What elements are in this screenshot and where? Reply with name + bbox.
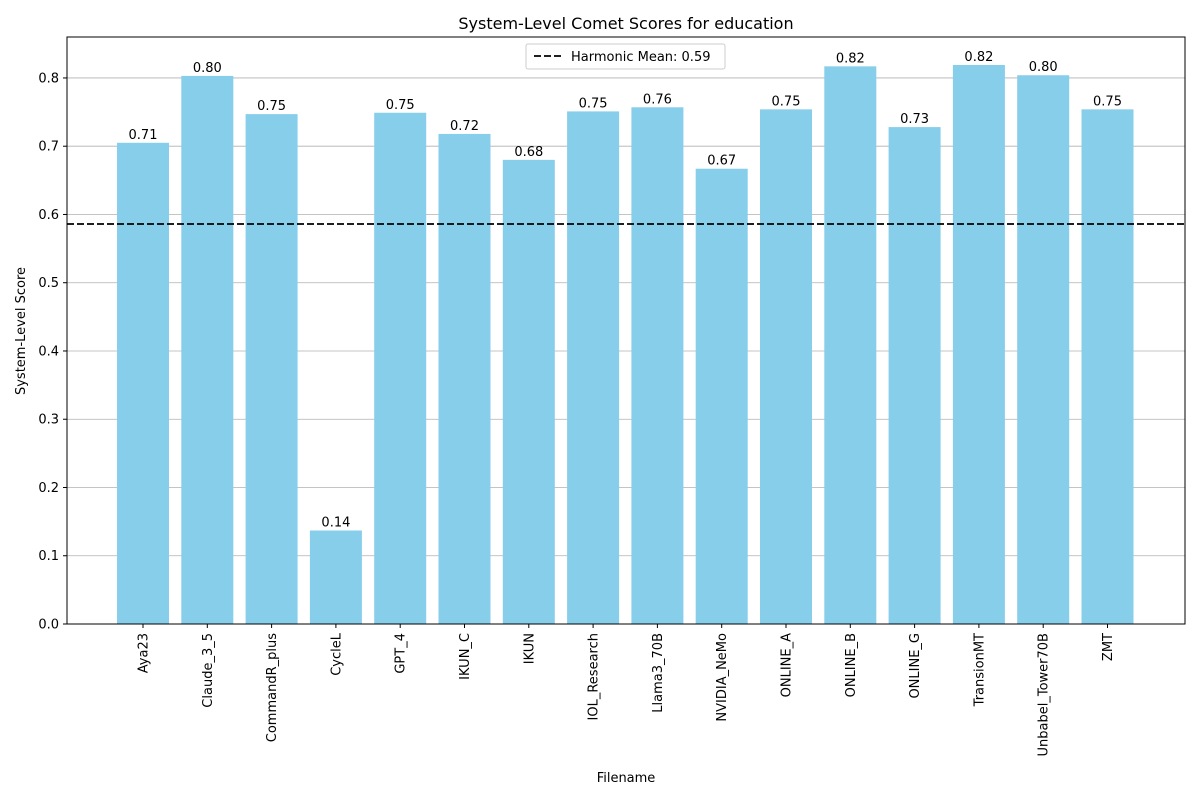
bar bbox=[760, 109, 812, 624]
x-tick-label: Aya23 bbox=[137, 633, 152, 673]
bar-value-label: 0.76 bbox=[643, 92, 672, 107]
bar bbox=[245, 114, 298, 625]
bar bbox=[181, 75, 234, 624]
bar-value-label: 0.75 bbox=[579, 96, 608, 111]
bar-value-label: 0.71 bbox=[129, 128, 158, 143]
bar bbox=[117, 142, 169, 624]
y-tick-label: 0.0 bbox=[38, 618, 59, 633]
data-labels: 0.71 0.80 0.75 0.14 0.75 0.72 0.68 0.75 0.76 0.67… bbox=[129, 50, 1122, 531]
x-tick-label: TransionMT bbox=[972, 633, 987, 707]
x-tick-label: ONLINE_G bbox=[908, 633, 923, 699]
bar-value-label: 0.68 bbox=[514, 145, 543, 160]
bar bbox=[695, 168, 748, 625]
x-tick-label: Unbabel_Tower70B bbox=[1037, 633, 1052, 756]
bar-value-label: 0.73 bbox=[900, 112, 929, 127]
x-tick-label: CycleL bbox=[329, 632, 344, 676]
bar-value-label: 0.75 bbox=[1093, 94, 1122, 109]
bar-value-label: 0.67 bbox=[707, 154, 736, 169]
x-tick-label: NVIDIA_NeMo bbox=[715, 633, 730, 722]
y-axis: 0.0 0.1 0.2 0.3 0.4 0.5 0.6 0.7 0.8 bbox=[38, 71, 67, 633]
y-tick-label: 0.6 bbox=[38, 208, 59, 223]
x-tick-label: IOL_Research bbox=[587, 633, 602, 720]
y-tick-label: 0.8 bbox=[38, 71, 59, 86]
bar-value-label: 0.80 bbox=[1029, 60, 1058, 75]
x-tick-label: IKUN bbox=[522, 633, 537, 664]
x-tick-label: Llama3_70B bbox=[651, 633, 666, 713]
x-tick-label: ZMT bbox=[1101, 633, 1116, 661]
y-tick-label: 0.2 bbox=[38, 481, 59, 496]
bar-value-label: 0.75 bbox=[772, 94, 801, 109]
bar-value-label: 0.75 bbox=[386, 98, 415, 113]
bar-value-label: 0.75 bbox=[257, 99, 286, 114]
x-axis-label: Filename bbox=[597, 771, 656, 786]
plot-frame bbox=[66, 36, 1186, 625]
bar bbox=[438, 133, 491, 624]
bar-value-label: 0.82 bbox=[964, 50, 993, 65]
x-tick-label: IKUN_C bbox=[458, 633, 473, 680]
bar-value-label: 0.80 bbox=[193, 61, 222, 76]
bar-value-label: 0.14 bbox=[321, 515, 350, 530]
bar bbox=[1017, 75, 1070, 624]
bars bbox=[117, 64, 1134, 625]
bar bbox=[567, 111, 620, 625]
bar bbox=[952, 64, 1005, 625]
legend-box bbox=[525, 43, 726, 70]
x-tick-label: CommandR_plus bbox=[265, 633, 280, 742]
bar bbox=[309, 530, 362, 624]
x-axis: Aya23 Claude_3_5 CommandR_plus CycleL GPT_4 I… bbox=[137, 624, 1116, 756]
x-tick-label: ONLINE_A bbox=[780, 633, 795, 697]
y-axis-label: System-Level Score bbox=[14, 267, 29, 395]
legend: Harmonic Mean: 0.59 bbox=[525, 43, 726, 70]
legend-entry-harmonic-mean: Harmonic Mean: 0.59 bbox=[571, 50, 710, 65]
y-tick-label: 0.5 bbox=[38, 276, 59, 291]
y-tick-label: 0.4 bbox=[38, 344, 59, 359]
bar bbox=[1081, 109, 1134, 624]
x-tick-label: GPT_4 bbox=[394, 633, 409, 674]
y-tick-label: 0.1 bbox=[38, 549, 59, 564]
bar-value-label: 0.72 bbox=[450, 119, 479, 134]
x-tick-label: Claude_3_5 bbox=[201, 633, 216, 708]
bar bbox=[374, 112, 427, 625]
x-tick-label: ONLINE_B bbox=[844, 633, 859, 697]
bar bbox=[502, 159, 555, 624]
bar bbox=[888, 127, 941, 625]
bar bbox=[631, 107, 684, 625]
bar bbox=[824, 66, 877, 625]
chart-title: System-Level Comet Scores for education bbox=[458, 14, 793, 33]
y-tick-label: 0.7 bbox=[38, 140, 59, 155]
y-tick-label: 0.3 bbox=[38, 413, 59, 428]
bar-value-label: 0.82 bbox=[836, 51, 865, 66]
